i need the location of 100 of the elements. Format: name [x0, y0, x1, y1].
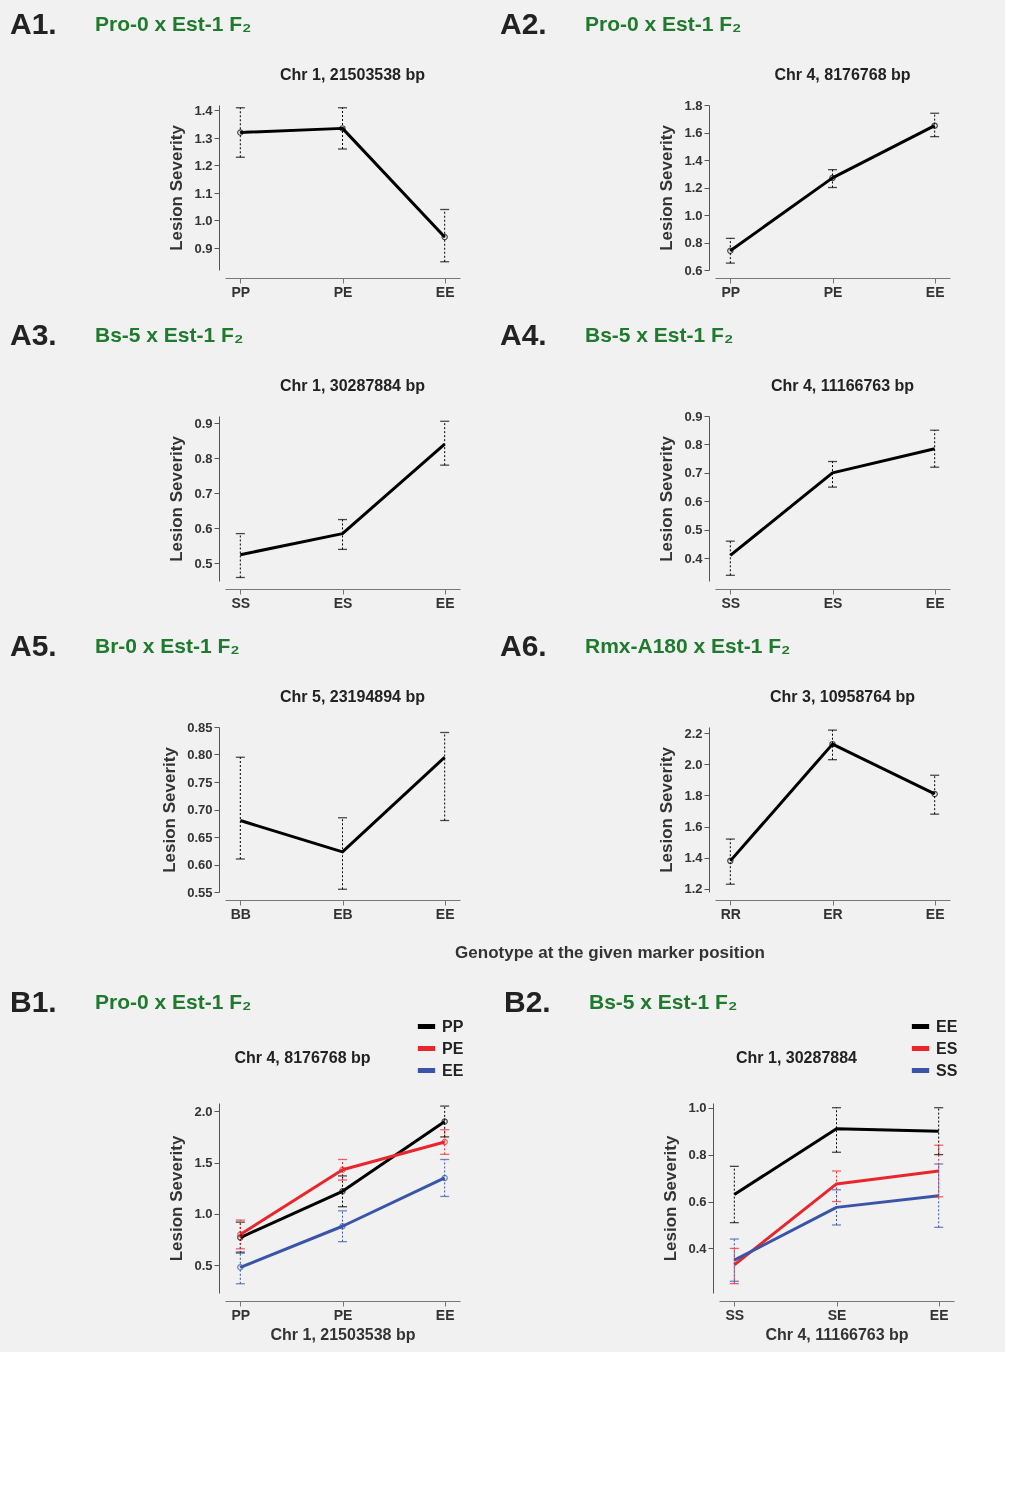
x-tick-label: EE — [435, 283, 455, 300]
x-tick-label: EE — [929, 1306, 949, 1323]
chart-title: Br-0 x Est-1 F₂ — [95, 634, 240, 657]
y-axis-title: Lesion Severity — [167, 124, 187, 251]
point — [441, 1138, 448, 1146]
y-tick-label: 1.4 — [684, 850, 704, 866]
y-tick-label: 0.6 — [684, 493, 703, 509]
y-tick-label: 0.9 — [194, 240, 213, 256]
point — [441, 1174, 448, 1182]
x-tick-label: EE — [925, 283, 945, 300]
x-tick-label: PP — [231, 283, 251, 300]
y-tick-label: 0.70 — [187, 802, 213, 817]
point — [727, 857, 734, 865]
text: A3. — [10, 318, 57, 351]
chart-subtitle: Chr 4, 8176768 bp — [234, 1049, 371, 1066]
y-axis-title: Lesion Severity — [167, 435, 187, 562]
y-tick-label: 0.6 — [688, 1194, 707, 1210]
y-tick-label: 0.8 — [688, 1147, 707, 1163]
x-tick-label: ES — [823, 594, 843, 611]
x-tick-label: SS — [231, 594, 251, 611]
x-tick-label: PP — [721, 283, 741, 300]
x-tick-label: RR — [720, 905, 741, 922]
x-tick-label: PE — [333, 1306, 353, 1323]
legend-label: PE — [442, 1039, 464, 1057]
x-tick-label: SE — [827, 1306, 847, 1323]
legend-label: PP — [442, 1017, 464, 1035]
x-tick-label: SS — [721, 594, 741, 611]
y-tick-label: 1.2 — [194, 158, 213, 173]
y-tick-label: 0.7 — [194, 485, 213, 501]
y-tick-label: 1.0 — [688, 1100, 707, 1116]
point — [829, 740, 836, 748]
chart-subtitle: Chr 4, 11166763 bp — [770, 377, 915, 394]
y-tick-label: 0.8 — [684, 235, 703, 250]
text: A5. — [10, 629, 57, 662]
y-tick-label: 1.8 — [684, 787, 703, 803]
y-tick-label: 1.0 — [684, 207, 703, 223]
legend-label: EE — [936, 1017, 958, 1035]
chart-subtitle: Chr 1, 21503538 bp — [280, 66, 426, 83]
point — [339, 1166, 346, 1173]
point — [237, 1264, 244, 1271]
text: A2. — [500, 7, 547, 40]
y-tick-label: 2.0 — [194, 1103, 213, 1119]
chart-title: Pro-0 x Est-1 F₂ — [95, 990, 252, 1013]
y-axis-title: Lesion Severity — [657, 124, 677, 251]
text: B1. — [10, 985, 57, 1018]
x-tick-label: PP — [231, 1306, 251, 1323]
point — [339, 1188, 346, 1195]
y-tick-label: 0.6 — [194, 520, 213, 536]
y-tick-label: 0.9 — [684, 408, 703, 424]
y-tick-label: 2.2 — [684, 725, 703, 741]
y-axis-title: Lesion Severity — [657, 746, 677, 873]
chart-title: Pro-0 x Est-1 F₂ — [95, 12, 252, 35]
y-tick-label: 1.2 — [684, 180, 703, 195]
y-tick-label: 1.4 — [684, 152, 704, 168]
chart-title: Rmx-A180 x Est-1 F₂ — [585, 634, 791, 657]
y-tick-label: 0.5 — [194, 555, 213, 571]
y-tick-label: 1.3 — [194, 130, 213, 146]
chart-subtitle: Chr 4, 8176768 bp — [774, 66, 911, 83]
y-tick-label: 0.4 — [688, 1240, 708, 1256]
x-tick-label: ER — [823, 905, 843, 922]
point — [441, 1118, 448, 1125]
text: B2. — [504, 985, 551, 1018]
x-tick-label: EE — [925, 594, 945, 611]
y-tick-label: 1.0 — [194, 1206, 213, 1222]
x-tick-label: EE — [435, 594, 455, 611]
y-tick-label: 0.8 — [194, 450, 213, 466]
y-tick-label: 0.9 — [194, 415, 213, 431]
x-axis-title: Chr 1, 21503538 bp — [270, 1325, 416, 1343]
x-axis-title: Genotype at the given marker position — [455, 943, 765, 962]
point — [727, 247, 734, 254]
text: A4. — [500, 318, 547, 351]
x-tick-label: PE — [333, 283, 353, 300]
y-tick-label: 0.6 — [684, 262, 703, 278]
y-tick-label: 0.7 — [684, 465, 703, 481]
point — [931, 790, 938, 798]
y-tick-label: 2.0 — [684, 756, 703, 772]
legend-label: ES — [936, 1039, 958, 1057]
x-tick-label: EB — [333, 905, 353, 922]
x-tick-label: EE — [925, 905, 945, 922]
y-tick-label: 1.4 — [194, 103, 214, 118]
y-tick-label: 0.80 — [187, 747, 213, 762]
y-tick-label: 0.55 — [187, 884, 213, 900]
y-tick-label: 0.75 — [187, 774, 213, 790]
legend-label: EE — [442, 1061, 464, 1079]
point — [829, 174, 836, 182]
point — [339, 1223, 346, 1230]
y-tick-label: 1.6 — [684, 819, 703, 835]
x-tick-label: EE — [435, 905, 455, 922]
chart-subtitle: Chr 5, 23194894 bp — [280, 688, 426, 705]
y-tick-label: 0.85 — [187, 719, 213, 735]
chart-title: Bs-5 x Est-1 F₂ — [585, 323, 734, 346]
point — [441, 233, 448, 241]
x-axis-title: Chr 4, 11166763 bp — [765, 1325, 909, 1343]
point — [931, 122, 938, 129]
y-tick-label: 0.65 — [187, 829, 213, 845]
y-axis-title: Lesion Severity — [661, 1135, 681, 1262]
legend-label: SS — [936, 1061, 958, 1079]
point — [237, 129, 244, 136]
chart-subtitle: Chr 3, 10958764 bp — [770, 688, 916, 705]
y-tick-label: 1.0 — [194, 213, 213, 228]
